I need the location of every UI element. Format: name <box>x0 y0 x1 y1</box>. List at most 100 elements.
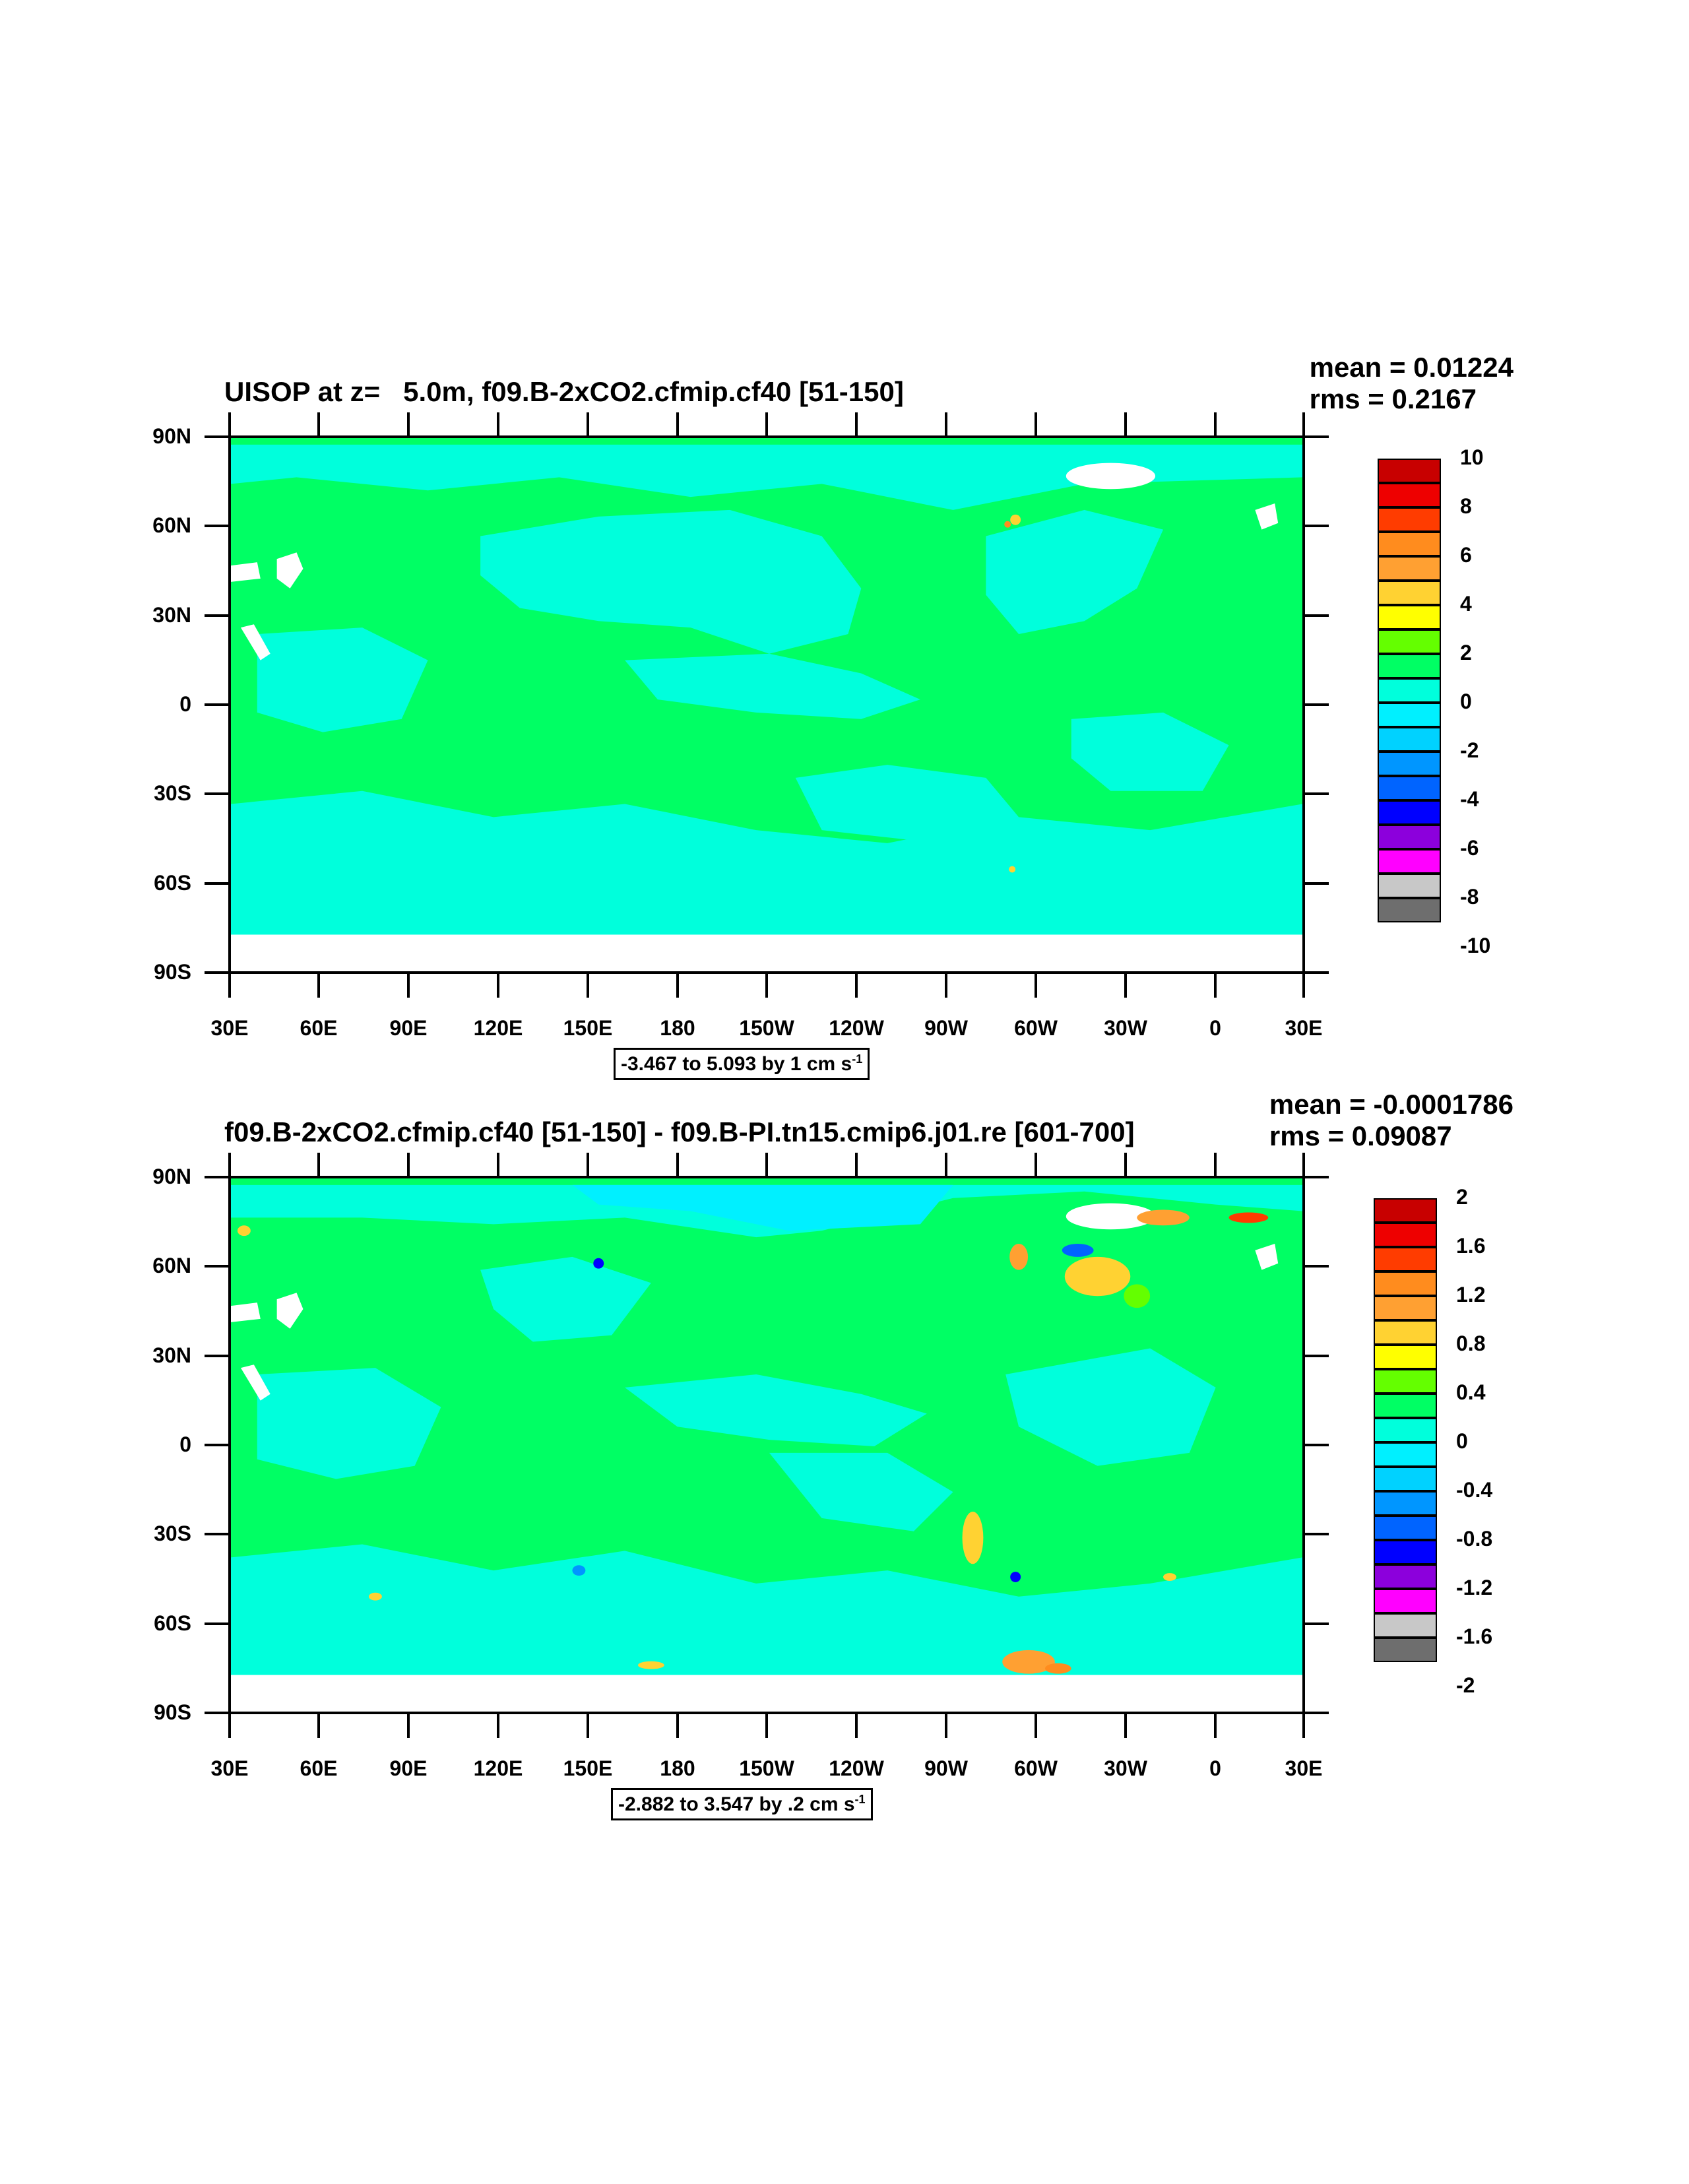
colorbar-swatch <box>1378 752 1441 776</box>
colorbar-label: 8 <box>1460 494 1472 518</box>
colorbar-swatch <box>1374 1296 1437 1320</box>
panel-bottom: f09.B-2xCO2.cfmip.cf40 [51-150] - f09.B-… <box>0 746 1689 1841</box>
x-label-150e: 150E <box>563 1756 613 1780</box>
y-label-0: 0 <box>179 692 191 716</box>
y-label-30s: 30S <box>154 781 191 805</box>
colorbar-label: -10 <box>1460 934 1491 957</box>
x-label-180: 180 <box>660 1016 695 1040</box>
colorbar-label: 0 <box>1456 1429 1468 1453</box>
contour-range-unit-exponent: -1 <box>852 1052 863 1066</box>
colorbar-label: -0.4 <box>1456 1478 1493 1502</box>
colorbar-swatch <box>1378 483 1441 507</box>
y-axis-ticks <box>205 435 231 974</box>
colorbar-swatch <box>1378 874 1441 898</box>
x-axis-ticks <box>228 1712 1305 1738</box>
x-label-120w: 120W <box>829 1016 884 1040</box>
y-label-30n: 30N <box>152 1343 191 1367</box>
x-label-60e: 60E <box>300 1016 338 1040</box>
colorbar-label: 6 <box>1460 543 1472 567</box>
colorbar-swatch <box>1378 800 1441 825</box>
x-label-30w: 30W <box>1104 1756 1147 1780</box>
colorbar-label: -0.8 <box>1456 1527 1493 1551</box>
colorbar-swatch <box>1374 1345 1437 1369</box>
rms-value: rms = 0.09087 <box>1269 1120 1452 1151</box>
x-label-90w: 90W <box>924 1756 968 1780</box>
x-label-150w: 150W <box>739 1756 794 1780</box>
y-label-60s: 60S <box>154 871 191 895</box>
colorbar-swatch <box>1378 825 1441 849</box>
colorbar-swatch <box>1374 1564 1437 1589</box>
x-label-0: 0 <box>1209 1756 1221 1780</box>
x-label-30e-end: 30E <box>1285 1756 1323 1780</box>
colorbar-label: 4 <box>1460 592 1472 616</box>
colorbar-swatch <box>1374 1418 1437 1442</box>
y-label-90n: 90N <box>152 1165 191 1188</box>
colorbar-swatch <box>1374 1394 1437 1418</box>
colorbar-label: 10 <box>1460 445 1484 469</box>
x-label-90e: 90E <box>389 1756 428 1780</box>
map-plot <box>228 1176 1305 1714</box>
x-label-30w: 30W <box>1104 1016 1147 1040</box>
panel-top: UISOP at z= 5.0m, f09.B-2xCO2.cfmip.cf40… <box>152 352 1514 1080</box>
colorbar-swatch <box>1378 678 1441 703</box>
colorbar-swatch <box>1374 1613 1437 1638</box>
x-label-180: 180 <box>660 1756 695 1780</box>
colorbar-swatch <box>1378 556 1441 581</box>
colorbar-swatch <box>1374 1198 1437 1223</box>
colorbar-label: 0 <box>1460 690 1472 713</box>
colorbar-swatch <box>1378 727 1441 752</box>
y-label-60s: 60S <box>154 1611 191 1635</box>
colorbar-label: -4 <box>1460 787 1479 811</box>
y-label-0: 0 <box>179 1432 191 1456</box>
stats-box: mean = -0.0001786 rms = 0.09087 <box>1269 1089 1514 1152</box>
colorbar-swatch <box>1374 1491 1437 1516</box>
x-label-120e: 120E <box>473 1016 523 1040</box>
x-axis-ticks <box>228 971 1305 998</box>
colorbar-swatch <box>1374 1540 1437 1564</box>
colorbar-swatch <box>1374 1320 1437 1345</box>
contour-range-text: -2.882 to 3.547 by .2 cm s <box>618 1793 855 1815</box>
y-axis-ticks-right <box>1302 1176 1329 1714</box>
colorbar-swatch <box>1378 459 1441 483</box>
colorbar-swatch <box>1374 1442 1437 1467</box>
x-axis-ticks-top <box>228 412 1305 437</box>
y-label-30s: 30S <box>154 1522 191 1545</box>
stats-box: mean = 0.01224 rms = 0.2167 <box>1310 352 1514 415</box>
x-label-90e: 90E <box>389 1016 428 1040</box>
plot-title: UISOP at z= 5.0m, f09.B-2xCO2.cfmip.cf40… <box>224 376 904 407</box>
y-label-60n: 60N <box>152 513 191 537</box>
x-label-0: 0 <box>1209 1016 1221 1040</box>
plot-title: f09.B-2xCO2.cfmip.cf40 [51-150] - f09.B-… <box>224 1116 1135 1147</box>
colorbar-label: 0.4 <box>1456 1380 1486 1404</box>
map-field <box>231 438 1302 971</box>
colorbar-label: -2 <box>1460 738 1479 762</box>
contour-range-unit-exponent: -1 <box>854 1793 866 1806</box>
colorbar-label: 2 <box>1460 641 1472 664</box>
colorbar-swatch <box>1374 1516 1437 1540</box>
contour-range-box: -3.467 to 5.093 by 1 cm s-1 <box>614 1048 870 1080</box>
x-label-60w: 60W <box>1014 1016 1058 1040</box>
colorbar-label: 1.2 <box>1456 1283 1486 1306</box>
colorbar-label: -6 <box>1460 836 1479 860</box>
map-plot <box>228 435 1305 974</box>
colorbar-label: -2 <box>1456 1673 1475 1697</box>
colorbar-swatch <box>1374 1589 1437 1613</box>
y-label-90n: 90N <box>152 424 191 448</box>
mean-value: mean = -0.0001786 <box>1269 1089 1514 1120</box>
colorbar-label: 2 <box>1456 1185 1468 1209</box>
colorbar-swatch <box>1374 1369 1437 1394</box>
colorbar-swatch <box>1374 1223 1437 1247</box>
x-label-30e: 30E <box>210 1756 249 1780</box>
mean-value: mean = 0.01224 <box>1309 352 1514 383</box>
colorbar-swatch <box>1374 1247 1437 1271</box>
y-axis-ticks-right <box>1302 435 1329 974</box>
colorbar-swatch <box>1378 654 1441 678</box>
colorbar-swatch <box>1374 1467 1437 1491</box>
colorbar-swatch <box>1378 532 1441 556</box>
colorbar-label: 0.8 <box>1456 1332 1486 1355</box>
x-label-60w: 60W <box>1014 1756 1058 1780</box>
colorbar-swatch <box>1378 629 1441 654</box>
x-label-30e: 30E <box>210 1016 249 1040</box>
x-label-150e: 150E <box>563 1016 613 1040</box>
y-label-90s: 90S <box>154 960 191 984</box>
